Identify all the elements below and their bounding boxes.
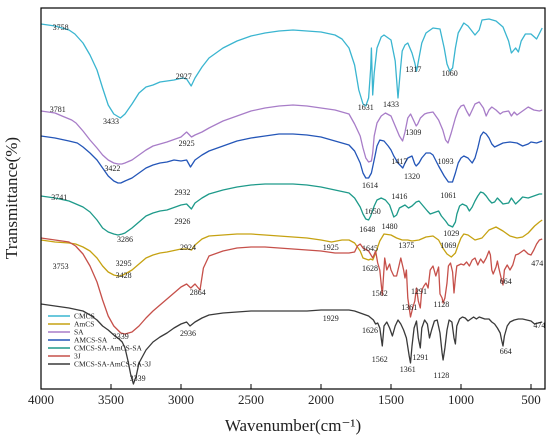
peak-label: 1480 [382,222,398,231]
peak-label: 2864 [190,288,206,297]
legend-label: AmCS [74,320,94,329]
plot-frame [40,7,546,390]
peak-label: 1320 [404,172,420,181]
peak-label: 2932 [174,188,190,197]
peak-label: 1317 [405,65,421,74]
peak-label: 3339 [113,332,129,341]
x-tick-label: 2000 [308,392,334,407]
y-axis-title: Transmittance(%) [2,137,21,259]
peak-label: 2924 [180,243,196,252]
peak-annotations: 3758 3433 2927 1631 1433 1317 1060 3781 3422 2925… [50,23,546,383]
series-line-4 [41,131,543,184]
peak-label: 1060 [442,69,458,78]
peak-label: 1375 [398,241,414,250]
x-axis-title: Wavenumber(cm⁻¹) [225,416,361,435]
peak-label: 1433 [383,100,399,109]
x-tick-label: 1000 [448,392,474,407]
peak-label: 3758 [53,23,69,32]
legend-label: SA [74,328,84,337]
peak-label: 1061 [440,191,456,200]
series-line-3 [41,101,543,165]
peak-label: 664 [500,347,512,356]
peak-label: 2926 [174,217,190,226]
peak-label: 1291 [412,353,428,362]
peak-label: 1614 [362,181,378,190]
legend-label: CMCS-SA-AmCS-SA-3J [74,360,151,369]
peak-label: 3741 [51,193,67,202]
x-axis: 4000 3500 3000 2500 2000 1500 1000 500 [28,384,541,407]
peak-label: 3753 [53,262,69,271]
peak-label: 1648 [359,225,375,234]
legend-label: CMCS-SA-AmCS-SA [74,344,143,353]
peak-label: 1631 [358,103,374,112]
peak-label: 1309 [405,128,421,137]
legend-label: CMCS [74,312,95,321]
peak-label: 664 [500,277,512,286]
x-tick-label: 4000 [28,392,54,407]
peak-label: 1093 [438,157,454,166]
peak-label: 2925 [179,139,195,148]
peak-label: 1925 [323,243,339,252]
x-tick-label: 1500 [378,392,404,407]
peak-label: 1628 [362,264,378,273]
peak-label: 3295 [116,259,132,268]
peak-label: 3286 [117,235,133,244]
peak-label: 1029 [443,229,459,238]
peak-label: 3433 [103,117,119,126]
peak-label: 1069 [440,241,456,250]
peak-label: 1128 [434,371,450,380]
peak-label: 1128 [434,300,450,309]
series-line-1 [41,18,543,119]
series-line-5 [41,183,543,236]
series-line-7 [41,303,543,385]
peak-label: 1361 [400,365,416,374]
x-tick-label: 500 [521,392,541,407]
peak-label: 1562 [372,355,388,364]
peak-label: 1929 [323,314,339,323]
peak-label: 2936 [180,329,196,338]
peak-label: 3422 [104,164,120,173]
legend-label: 3J [74,352,81,361]
x-tick-label: 3500 [98,392,124,407]
x-tick-label: 2500 [238,392,264,407]
peak-label: 2927 [176,72,192,81]
x-tick-label: 3000 [168,392,194,407]
legend: CMCSAmCSSAAMCS-SACMCS-SA-AmCS-SA3JCMCS-S… [48,312,151,369]
peak-label: 474 [533,321,545,330]
peak-label: 3339 [130,374,146,383]
series-group [41,18,543,385]
peak-label: 1417 [391,157,407,166]
peak-label: 474 [531,259,543,268]
legend-label: AMCS-SA [74,336,108,345]
peak-label: 1650 [365,207,381,216]
series-line-6 [41,237,543,335]
peak-label: 3428 [116,271,132,280]
peak-label: 1645 [362,244,378,253]
peak-label: 1291 [411,287,427,296]
peak-label: 1416 [391,192,407,201]
peak-label: 1562 [372,289,388,298]
peak-label: 1361 [401,303,417,312]
peak-label: 3781 [50,105,66,114]
peak-label: 1626 [362,326,378,335]
